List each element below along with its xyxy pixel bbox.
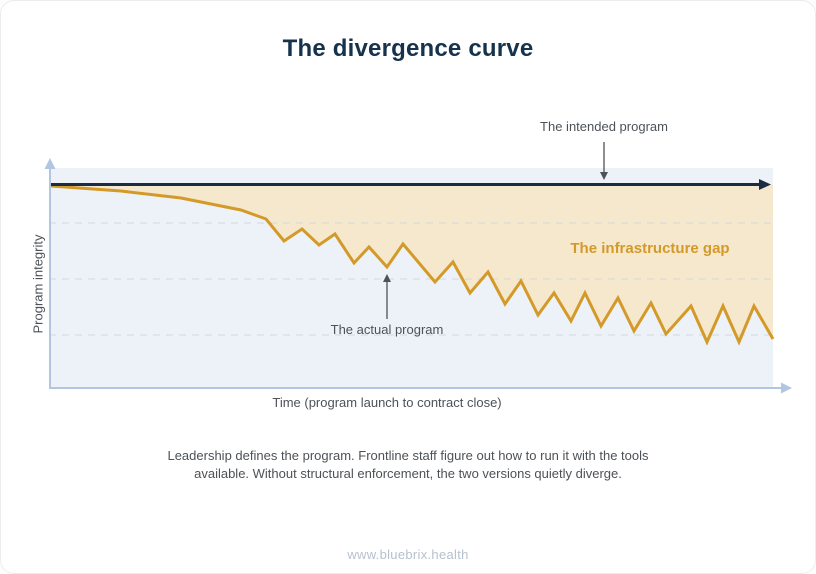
x-axis-label: Time (program launch to contract close) xyxy=(272,395,502,410)
page-title: The divergence curve xyxy=(282,35,534,62)
actual-program-label: The actual program xyxy=(330,322,444,337)
footer-url: www.bluebrix.health xyxy=(347,547,469,562)
intended-annotation-arrow-head xyxy=(600,172,608,180)
x-axis-arrowhead xyxy=(781,382,792,394)
actual-program-line xyxy=(50,184,775,346)
y-axis-label: Program integrity xyxy=(30,234,46,334)
y-axis-arrowhead xyxy=(44,158,56,169)
infrastructure-gap-label: The infrastructure gap xyxy=(570,240,730,257)
intended-program-arrowhead xyxy=(759,179,771,190)
actual-annotation-arrow-head xyxy=(383,274,391,282)
caption: Leadership defines the program. Frontlin… xyxy=(1,447,815,483)
infrastructure-gap-area xyxy=(51,184,773,342)
intended-program-label: The intended program xyxy=(540,119,668,134)
caption-line-1: Leadership defines the program. Frontlin… xyxy=(167,448,649,463)
caption-line-2: available. Without structural enforcemen… xyxy=(194,466,622,481)
